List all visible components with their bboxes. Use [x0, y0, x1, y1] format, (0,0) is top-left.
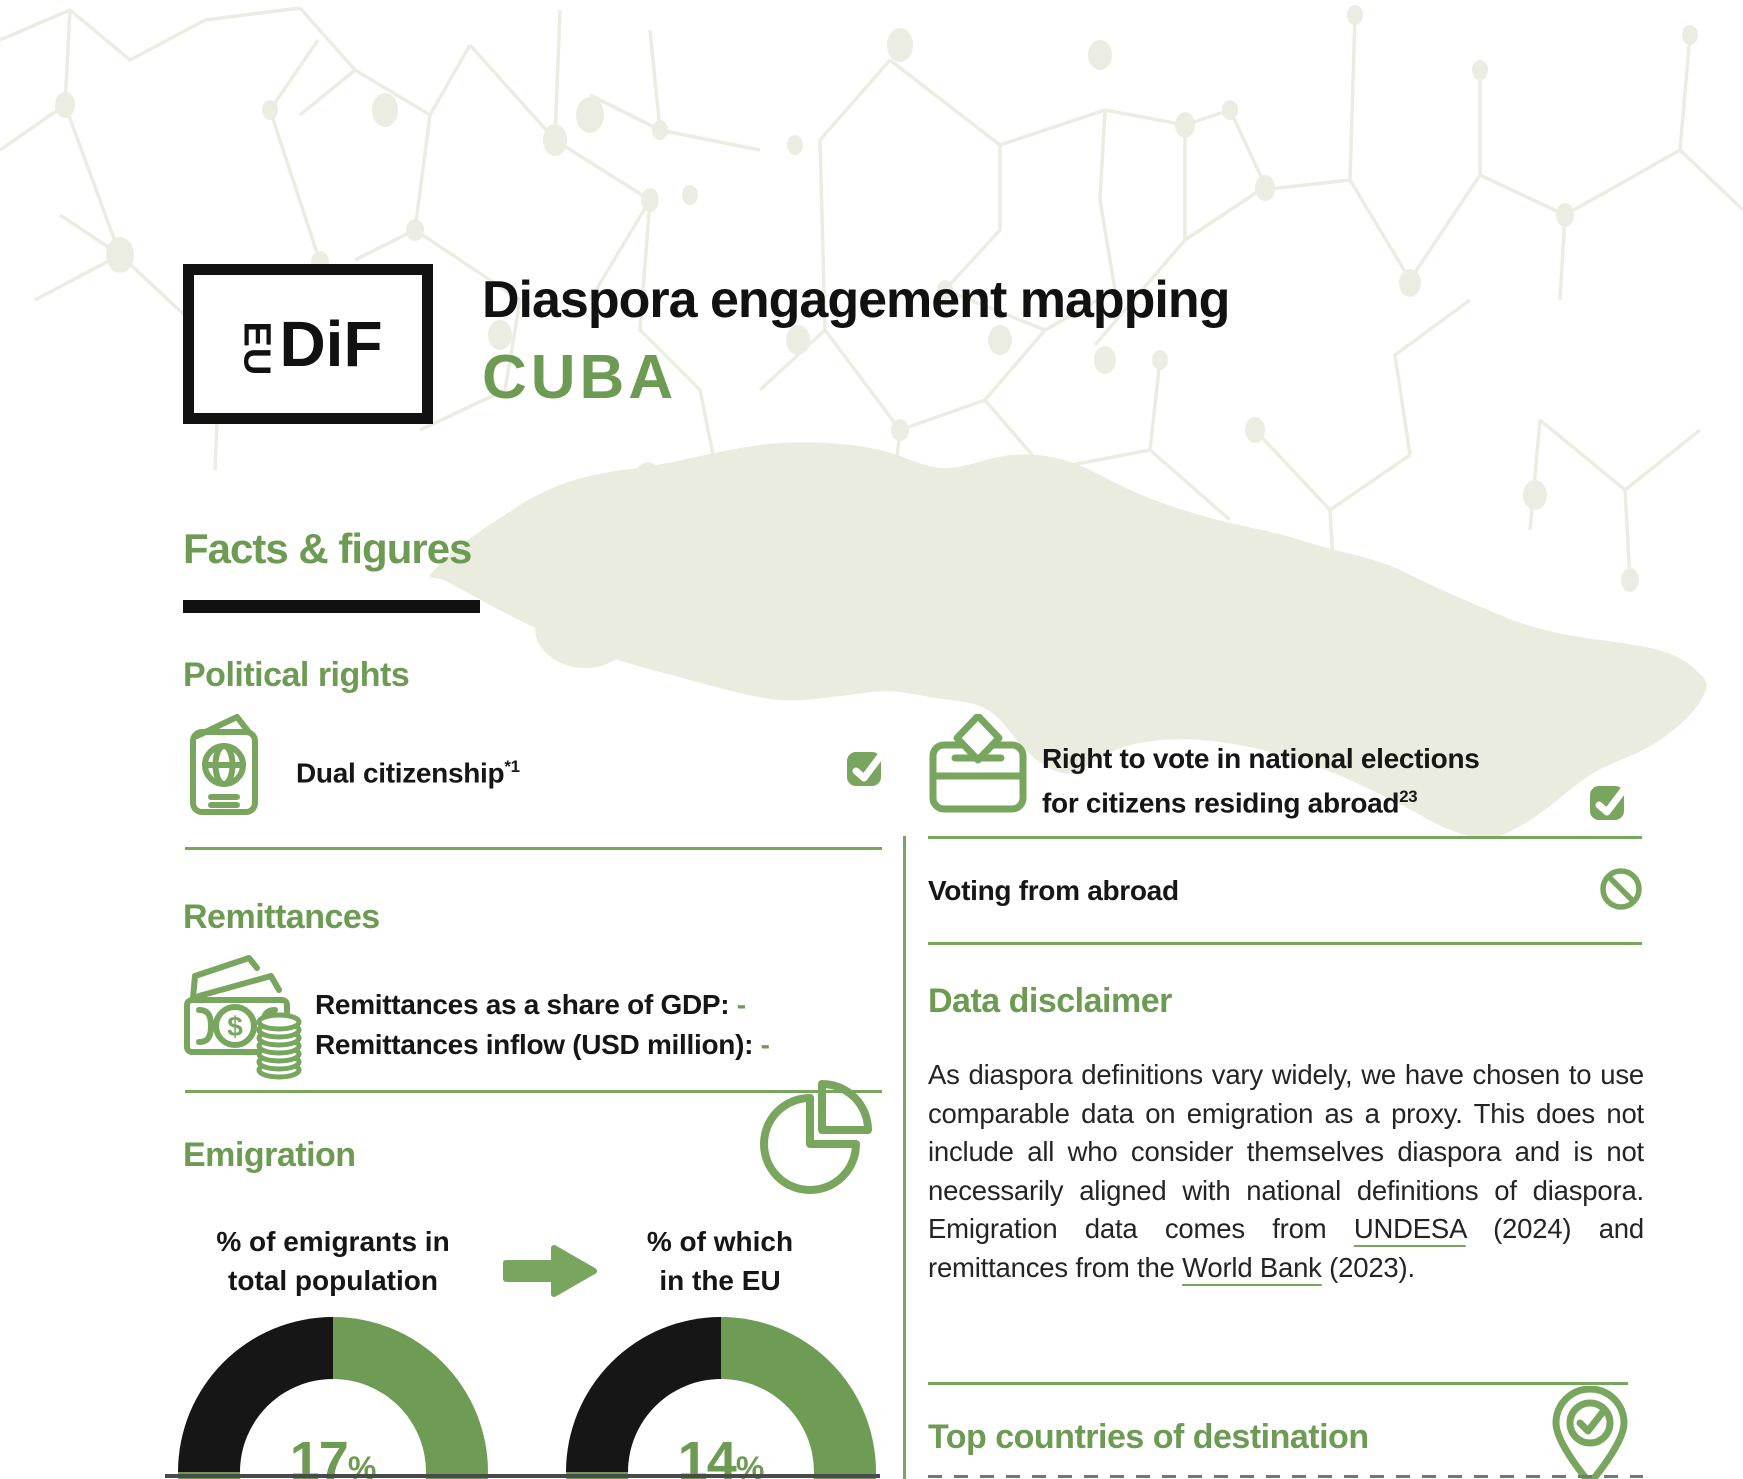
emigrants-total-label: % of emigrants in total population — [216, 1226, 450, 1296]
emigrants-eu-label: % of which in the EU — [646, 1226, 794, 1296]
logo-eu-text: EU — [235, 321, 278, 376]
section-data-disclaimer-title: Data disclaimer — [928, 982, 1172, 1020]
voting-from-abroad-label: Voting from abroad — [928, 875, 1179, 906]
passport-icon — [190, 714, 258, 815]
cut-off-content-edge — [165, 1474, 880, 1478]
column-divider — [903, 836, 906, 1479]
remittances-gdp-label: Remittances as a share of GDP: - — [315, 989, 746, 1020]
disclaimer-paragraph: As diaspora definitions vary widely, we … — [928, 1059, 1644, 1283]
checkbox-check-icon — [1590, 780, 1632, 820]
remittances-gdp-value: - — [736, 989, 746, 1020]
molecule-network-decoration — [0, 5, 1743, 612]
cuba-map-silhouette — [429, 442, 1707, 839]
dual-citizenship-footnote: *1 — [504, 757, 520, 776]
worldbank-link[interactable]: World Bank — [1182, 1251, 1322, 1283]
arrow-right-icon — [503, 1245, 597, 1297]
money-banknotes-coins-icon: $ — [184, 955, 302, 1080]
country-title: CUBA — [482, 343, 678, 412]
svg-text:$: $ — [227, 1011, 243, 1042]
remittances-inflow-value: - — [760, 1029, 770, 1060]
section-emigration-title: Emigration — [183, 1136, 356, 1174]
section-divider — [928, 1382, 1628, 1385]
pie-chart-icon — [760, 1080, 872, 1194]
section-political-rights-title: Political rights — [183, 656, 410, 694]
donut-total-value: 17% — [289, 1431, 377, 1479]
right-to-vote-label: Right to vote in national elections for … — [1042, 743, 1480, 819]
location-pin-check-icon — [1552, 1386, 1628, 1479]
section-top-countries-title: Top countries of destination — [928, 1418, 1369, 1456]
section-divider — [185, 1090, 882, 1093]
eudif-logo: EU DiF — [183, 264, 433, 424]
section-remittances-title: Remittances — [183, 898, 380, 936]
page-title: Diaspora engagement mapping — [482, 271, 1230, 329]
donut-eu-value: 14% — [677, 1431, 765, 1479]
facts-figures-underline — [183, 600, 480, 613]
logo-dif-text: DiF — [279, 308, 383, 380]
checkbox-check-icon — [847, 746, 889, 786]
undesa-link[interactable]: UNDESA — [1353, 1213, 1466, 1245]
donut-chart-eu — [566, 1317, 876, 1479]
prohibited-icon — [1600, 868, 1642, 910]
dual-citizenship-label: Dual citizenship*1 — [296, 757, 520, 789]
section-divider — [928, 836, 1642, 839]
remittances-inflow-label: Remittances inflow (USD million): - — [315, 1029, 770, 1060]
section-divider — [928, 942, 1642, 945]
ballot-box-icon — [929, 714, 1027, 813]
cut-off-content-edge — [928, 1475, 1643, 1478]
section-divider — [185, 847, 882, 850]
facts-figures-title: Facts & figures — [183, 525, 472, 572]
right-to-vote-footnote: 23 — [1399, 787, 1418, 806]
